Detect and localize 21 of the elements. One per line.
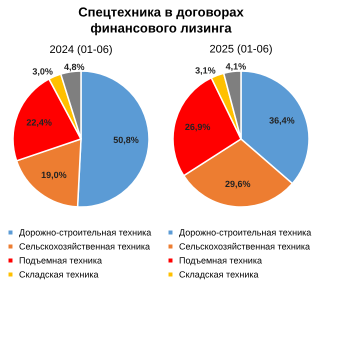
- data-label: 36,4%: [269, 115, 295, 126]
- data-label: 3,0%: [32, 66, 53, 77]
- legend-label: Складская техника: [19, 270, 99, 280]
- chart-subtitle: 2024 (01-06): [50, 44, 112, 56]
- legend-label: Складская техника: [179, 270, 259, 280]
- data-label: 4,1%: [226, 62, 246, 72]
- legend-label: Дорожно-строительная техника: [19, 228, 152, 238]
- chart-title: Спецтехника в договорах финансового лизинга: [78, 4, 244, 36]
- legend-label: Подъемная техника: [179, 256, 262, 266]
- legend-label: Подъемная техника: [19, 256, 102, 266]
- legend-label: Сельскохозяйственная техника: [179, 242, 310, 252]
- data-label: 50,8%: [113, 135, 139, 146]
- legend-label: Сельскохозяйственная техника: [19, 242, 150, 252]
- data-label: 4,8%: [64, 62, 85, 72]
- data-label: 3,1%: [195, 66, 216, 76]
- chart-subtitle: 2025 (01-06): [210, 44, 272, 56]
- data-label: 29,6%: [224, 178, 251, 189]
- data-label: 22,4%: [26, 117, 52, 128]
- data-label: 19,0%: [41, 170, 67, 180]
- legend-label: Дорожно-строительная техника: [179, 228, 312, 238]
- data-label: 26,9%: [184, 122, 210, 132]
